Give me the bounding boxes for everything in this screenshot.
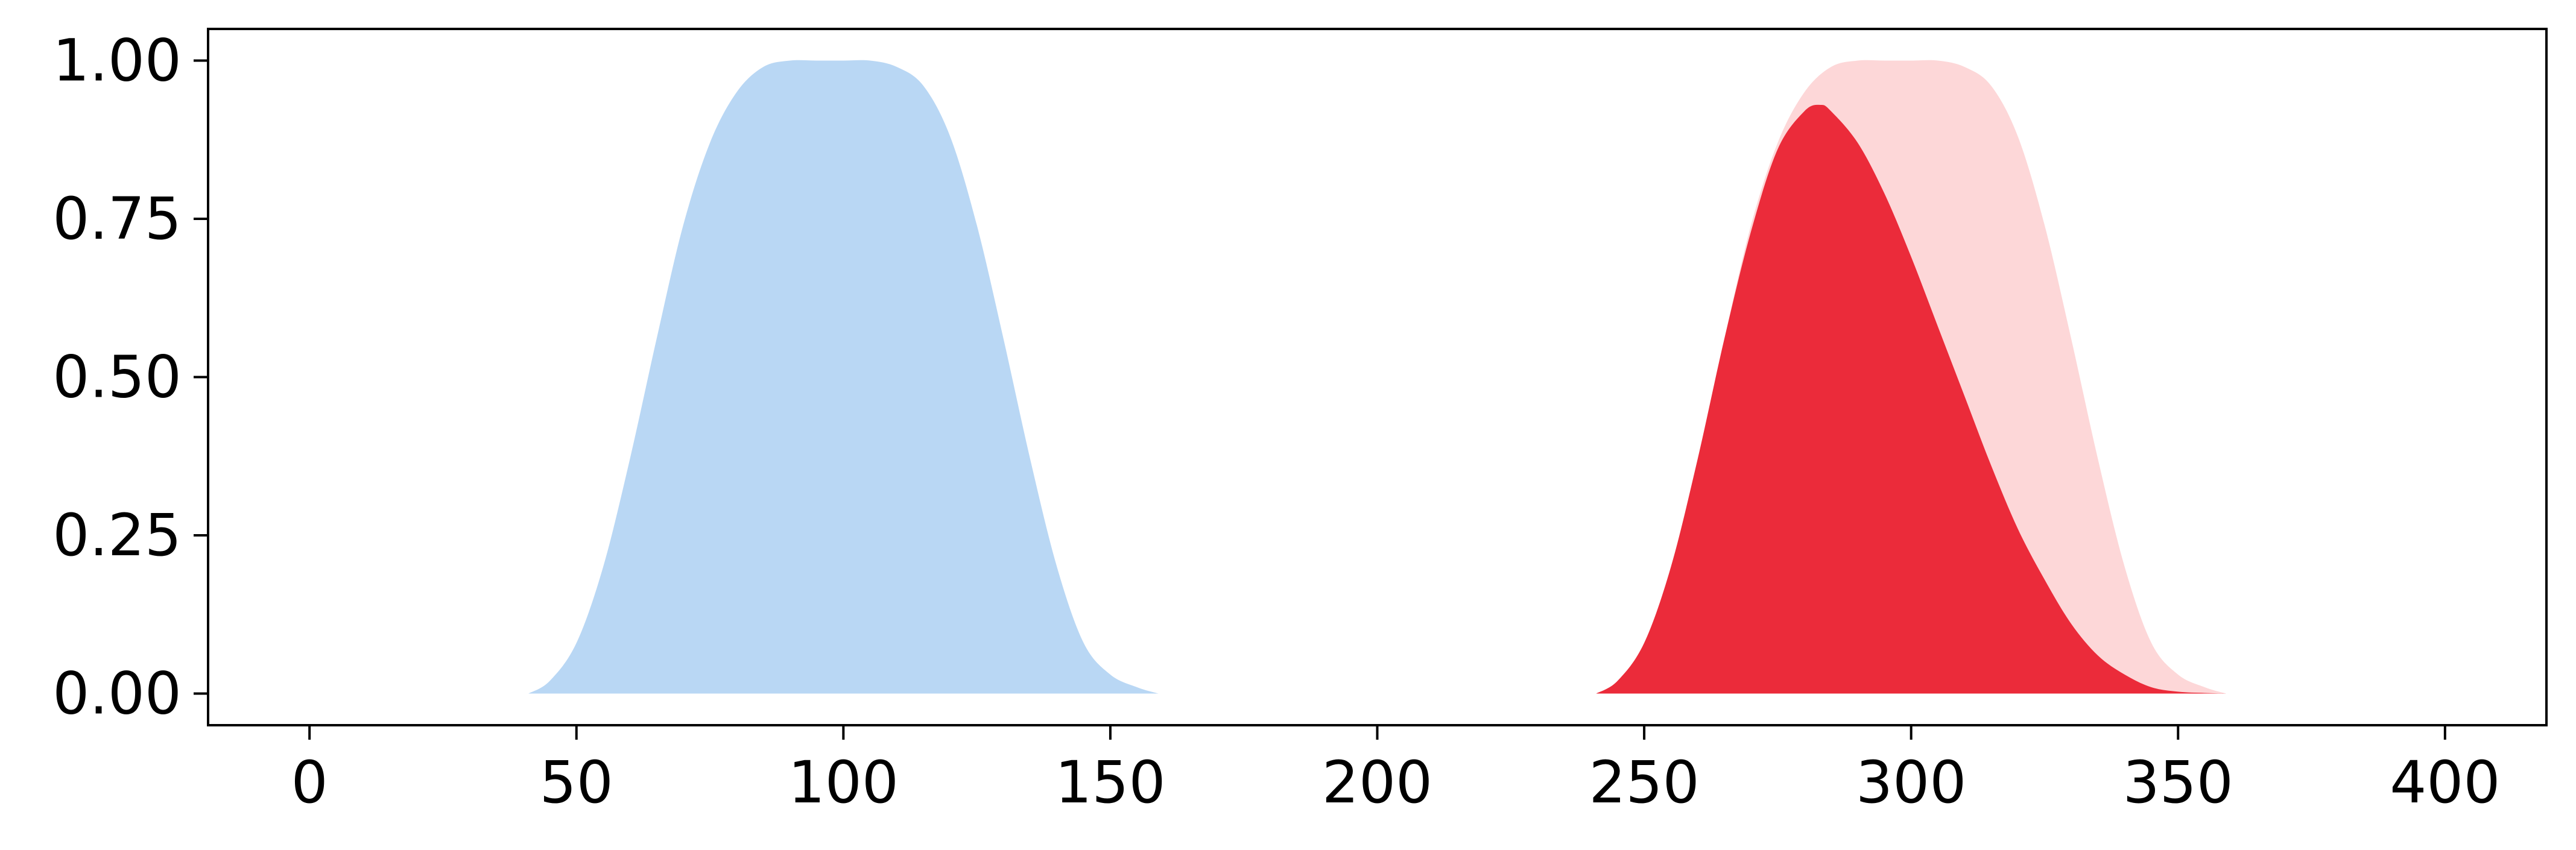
plot-frame — [207, 28, 2548, 726]
x-tick-label: 300 — [1856, 749, 1966, 816]
x-tick-label: 100 — [788, 749, 899, 816]
x-tick-label: 150 — [1055, 749, 1165, 816]
y-tick-label: 0.25 — [52, 502, 182, 569]
x-tick-label: 400 — [2390, 749, 2500, 816]
y-tick-label: 1.00 — [52, 27, 182, 95]
area-series-group — [528, 60, 2226, 694]
y-tick-label: 0.75 — [52, 185, 182, 253]
x-axis-ticks: 0 50 100 150 200 250 300 350 400 — [291, 725, 2500, 816]
x-tick-label: 250 — [1589, 749, 1699, 816]
area-series-3 — [1596, 104, 2226, 694]
y-axis-ticks: 0.00 0.25 0.50 0.75 1.00 — [52, 27, 208, 728]
x-tick-label: 50 — [540, 749, 613, 816]
x-tick-label: 0 — [291, 749, 328, 816]
y-tick-label: 0.00 — [52, 660, 182, 728]
x-tick-label: 350 — [2123, 749, 2233, 816]
y-tick-label: 0.50 — [52, 344, 182, 411]
x-tick-label: 200 — [1322, 749, 1432, 816]
area-series-1 — [528, 60, 1159, 694]
